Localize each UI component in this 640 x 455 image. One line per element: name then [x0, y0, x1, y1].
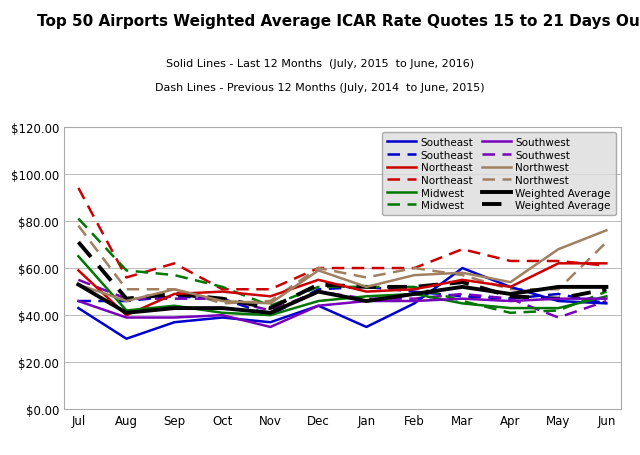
Text: Top 50 Airports Weighted Average ICAR Rate Quotes 15 to 21 Days Out: Top 50 Airports Weighted Average ICAR Ra… [37, 14, 640, 29]
Legend: Southeast, Southeast, Northeast, Northeast, Midwest, Midwest, Southwest, Southwe: Southeast, Southeast, Northeast, Northea… [382, 132, 616, 216]
Text: Dash Lines - Previous 12 Months (July, 2014  to June, 2015): Dash Lines - Previous 12 Months (July, 2… [155, 82, 485, 92]
Text: Solid Lines - Last 12 Months  (July, 2015  to June, 2016): Solid Lines - Last 12 Months (July, 2015… [166, 59, 474, 69]
